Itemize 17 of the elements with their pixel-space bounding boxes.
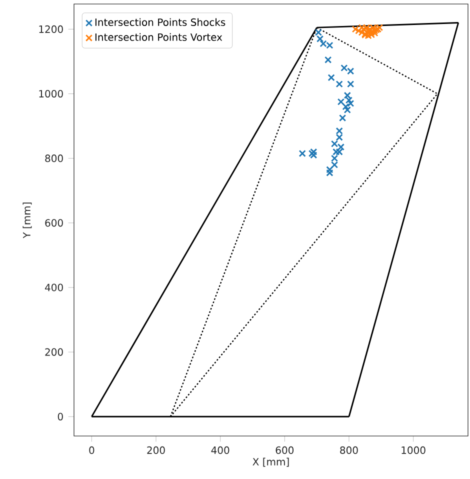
x-tick-label: 200 bbox=[147, 446, 165, 454]
x-tick-label: 600 bbox=[276, 446, 294, 454]
y-tick-label: 0 bbox=[58, 412, 63, 420]
y-tick-label: 800 bbox=[45, 154, 63, 162]
legend-label: Intersection Points Vortex bbox=[95, 33, 222, 41]
x-axis-title: X [mm] bbox=[252, 458, 289, 467]
y-tick-label: 200 bbox=[45, 348, 63, 356]
y-tick-label: 1000 bbox=[39, 90, 63, 98]
y-tick-label: 400 bbox=[44, 284, 63, 292]
y-tick-label: 600 bbox=[45, 219, 63, 227]
x-tick-label: 800 bbox=[340, 446, 358, 454]
x-tick-label: 1000 bbox=[402, 446, 426, 454]
y-axis-title: Y [mm] bbox=[22, 202, 32, 238]
x-tick-label: 0 bbox=[89, 446, 94, 454]
x-tick-label: 400 bbox=[211, 446, 230, 454]
y-tick-label: 1200 bbox=[39, 25, 63, 33]
legend-label: Intersection Points Shocks bbox=[95, 18, 226, 26]
